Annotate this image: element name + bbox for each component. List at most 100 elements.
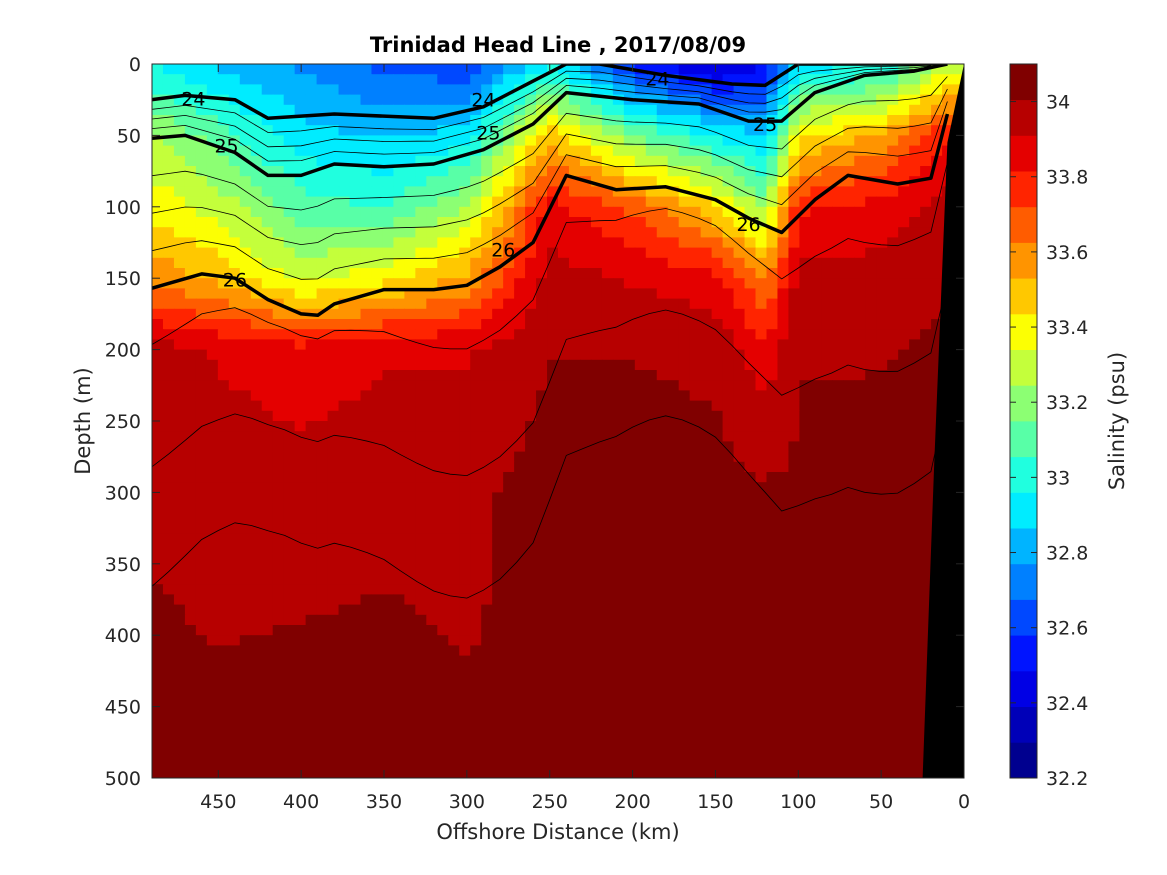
salinity-cell (590, 135, 603, 147)
salinity-cell (448, 747, 460, 759)
salinity-cell (920, 492, 932, 504)
salinity-cell (283, 206, 296, 218)
salinity-cell (711, 74, 724, 85)
salinity-cell (162, 308, 175, 320)
salinity-cell (173, 655, 186, 667)
salinity-cell (360, 217, 373, 228)
salinity-cell (426, 176, 438, 187)
salinity-cell (777, 676, 790, 687)
salinity-cell (448, 727, 460, 738)
salinity-cell (525, 472, 537, 483)
salinity-cell (239, 390, 252, 402)
salinity-cell (459, 319, 471, 330)
salinity-cell (821, 278, 833, 289)
salinity-cell (766, 84, 779, 96)
salinity-cell (305, 247, 318, 259)
salinity-cell (678, 502, 691, 514)
salinity-cell (722, 706, 735, 718)
salinity-cell (777, 247, 790, 259)
salinity-cell (371, 645, 384, 657)
salinity-cell (832, 676, 844, 687)
salinity-cell (689, 584, 702, 595)
salinity-cell (217, 737, 230, 748)
salinity-cell (667, 298, 680, 310)
salinity-cell (711, 492, 724, 504)
salinity-cell (305, 298, 318, 310)
salinity-cell (371, 625, 384, 636)
salinity-cell (744, 410, 757, 422)
salinity-cell (206, 451, 219, 463)
salinity-cell (777, 706, 790, 718)
salinity-cell (415, 176, 427, 187)
salinity-cell (887, 319, 899, 330)
salinity-cell (426, 380, 438, 391)
salinity-cell (195, 400, 208, 412)
salinity-cell (152, 553, 164, 565)
salinity-cell (206, 64, 219, 75)
salinity-cell (810, 329, 822, 340)
salinity-cell (887, 543, 899, 555)
salinity-cell (152, 74, 164, 85)
salinity-cell (810, 288, 822, 300)
salinity-cell (766, 278, 779, 289)
salinity-cell (876, 523, 888, 534)
salinity-cell (678, 686, 691, 697)
salinity-cell (568, 329, 581, 340)
salinity-cell (217, 349, 230, 361)
salinity-cell (810, 237, 822, 249)
salinity-cell (514, 696, 526, 708)
salinity-cell (360, 482, 373, 493)
salinity-cell (349, 625, 362, 636)
salinity-cell (744, 543, 757, 555)
salinity-cell (700, 359, 713, 371)
salinity-cell (700, 512, 713, 524)
salinity-cell (612, 461, 625, 473)
salinity-cell (601, 125, 614, 136)
salinity-cell (261, 553, 274, 565)
salinity-cell (547, 421, 559, 432)
salinity-cell (503, 298, 515, 310)
salinity-cell (217, 512, 230, 524)
salinity-cell (667, 492, 680, 504)
salinity-cell (568, 645, 581, 657)
salinity-cell (239, 655, 252, 667)
salinity-cell (744, 727, 757, 738)
salinity-cell (788, 594, 800, 606)
salinity-cell (239, 237, 252, 249)
salinity-cell (843, 104, 855, 116)
salinity-cell (360, 625, 373, 636)
salinity-cell (283, 64, 296, 75)
salinity-cell (612, 665, 625, 677)
salinity-cell (898, 563, 910, 575)
salinity-cell (217, 268, 230, 279)
salinity-cell (755, 359, 768, 371)
salinity-cell (371, 655, 384, 667)
salinity-cell (470, 186, 482, 198)
salinity-cell (568, 135, 581, 147)
salinity-cell (481, 472, 493, 483)
salinity-cell (206, 390, 219, 402)
salinity-cell (162, 523, 175, 534)
salinity-cell (250, 594, 263, 606)
salinity-cell (448, 482, 460, 493)
salinity-cell (393, 543, 405, 555)
salinity-cell (568, 359, 581, 371)
salinity-cell (470, 64, 482, 75)
salinity-cell (612, 472, 625, 483)
salinity-cell (744, 339, 757, 351)
salinity-cell (766, 441, 779, 453)
salinity-cell (272, 196, 285, 208)
salinity-cell (459, 278, 471, 289)
salinity-cell (492, 278, 504, 289)
salinity-cell (568, 716, 581, 728)
salinity-cell (579, 349, 592, 361)
salinity-cell (722, 329, 735, 340)
salinity-cell (426, 451, 438, 463)
salinity-cell (667, 155, 680, 167)
salinity-cell (514, 206, 526, 218)
salinity-cell (162, 257, 175, 269)
salinity-cell (656, 217, 669, 228)
salinity-cell (623, 533, 636, 544)
salinity-cell (360, 441, 373, 453)
salinity-cell (711, 543, 724, 555)
